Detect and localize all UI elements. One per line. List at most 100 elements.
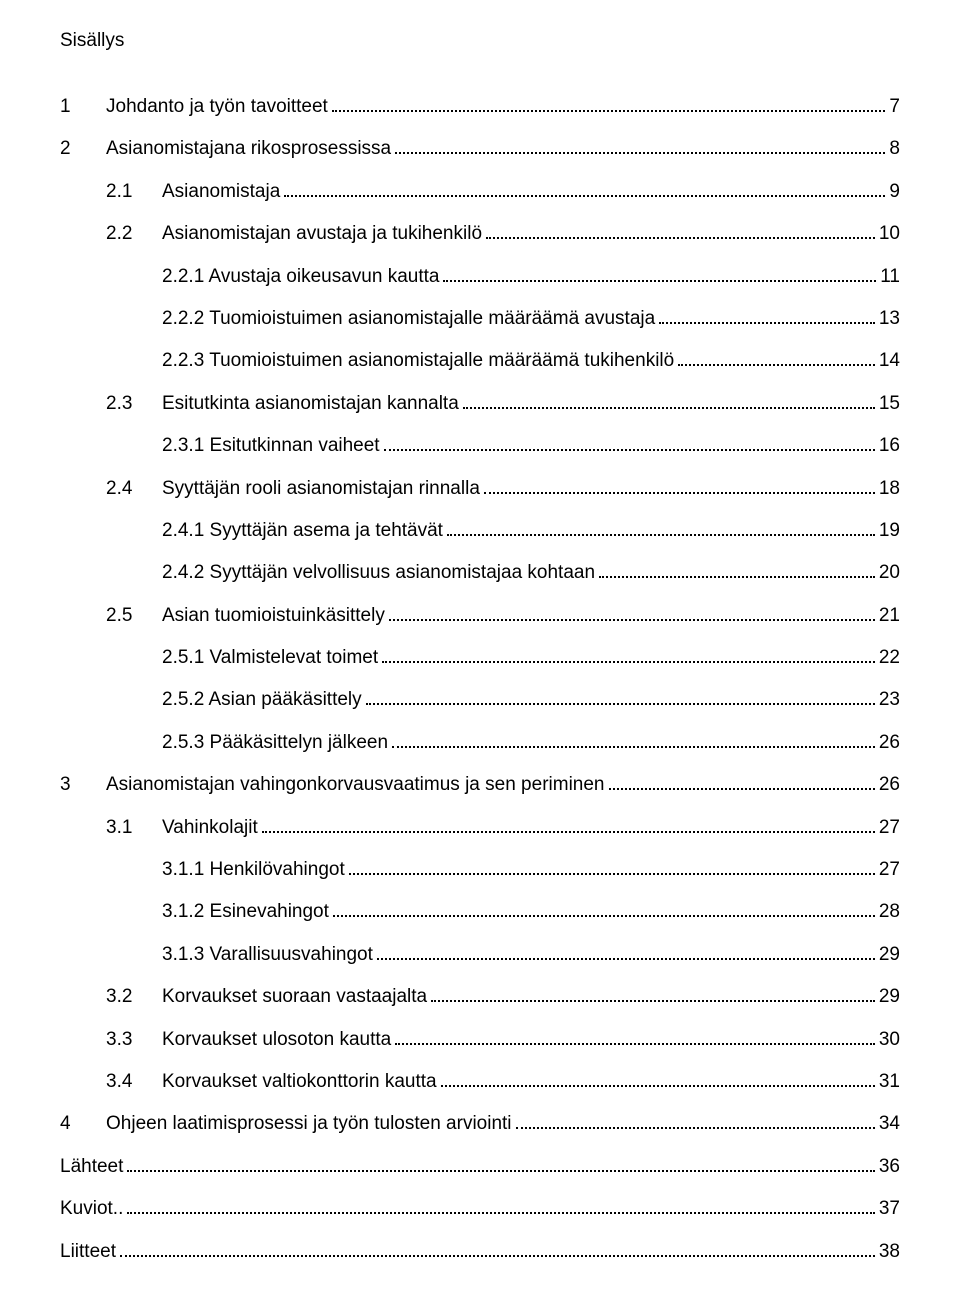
toc-entry-page: 18 [879,474,900,504]
toc-entry: 2.5.2 Asian pääkäsittely 23 [60,685,900,715]
toc-entry-number: 3.3 [106,1025,162,1055]
toc-leader-dots [389,602,875,621]
toc-entry-number: 3 [60,770,106,800]
toc-leader-dots [384,432,875,451]
toc-entry: 2.4Syyttäjän rooli asianomistajan rinnal… [60,474,900,504]
toc-entry-page: 10 [879,219,900,249]
toc-entry: Liitteet 38 [60,1237,900,1267]
toc-entry-page: 28 [879,897,900,927]
toc-entry-number: 2.5 [106,601,162,631]
toc-leader-dots [333,898,875,917]
toc-leader-dots [382,644,875,663]
toc-entry-page: 37 [879,1194,900,1224]
toc-entry-page: 31 [879,1067,900,1097]
toc-entry-title: Korvaukset ulosoton kautta [162,1025,391,1055]
toc-entry-title: Asianomistajana rikosprosessissa [106,134,391,164]
toc-leader-dots [463,390,875,409]
toc-entry-number: 1 [60,92,106,122]
toc-entry: 3.4Korvaukset valtiokonttorin kautta 31 [60,1067,900,1097]
toc-entry-number: 4 [60,1109,106,1139]
toc-leader-dots [659,305,875,324]
toc-entry-number: 3.2 [106,982,162,1012]
toc-entry: 2.5.3 Pääkäsittelyn jälkeen 26 [60,728,900,758]
toc-leader-dots [127,1153,874,1172]
toc-entry-page: 13 [879,304,900,334]
toc-leader-dots [516,1110,875,1129]
toc-leader-dots [484,474,875,493]
toc-leader-dots [441,1068,875,1087]
toc-entry: 2.4.1 Syyttäjän asema ja tehtävät19 [60,516,900,546]
toc-leader-dots [120,1237,875,1256]
toc-leader-dots [127,1195,874,1214]
toc-leader-dots [284,178,885,197]
toc-entry: 3.1.3 Varallisuusvahingot29 [60,940,900,970]
toc-entry-page: 38 [879,1237,900,1267]
toc-entry-title: 3.1.1 Henkilövahingot [162,855,345,885]
toc-entry: 3.1.2 Esinevahingot 28 [60,897,900,927]
toc-heading: Sisällys [60,30,900,52]
toc-entry-number: 3.4 [106,1067,162,1097]
toc-entry-number: 2.3 [106,389,162,419]
toc-entry-title: 2.4.1 Syyttäjän asema ja tehtävät [162,516,443,546]
toc-entry-page: 22 [879,643,900,673]
toc-entry: Lähteet 36 [60,1152,900,1182]
toc-entry-title: 2.2.1 Avustaja oikeusavun kautta [162,262,439,292]
toc-leader-dots [392,729,875,748]
toc-entry-page: 16 [879,431,900,461]
toc-entry-title: 2.5.2 Asian pääkäsittely [162,685,362,715]
toc-entry-number: 2.4 [106,474,162,504]
toc-entry-page: 29 [879,940,900,970]
toc-entry-title: Esitutkinta asianomistajan kannalta [162,389,459,419]
toc-entry-page: 7 [889,92,900,122]
toc-leader-dots [609,771,875,790]
toc-leader-dots [349,856,875,875]
toc-entry-number: 2.2 [106,219,162,249]
toc-entry-title: 2.5.1 Valmistelevat toimet [162,643,378,673]
toc-entry: 3.1Vahinkolajit27 [60,813,900,843]
toc-entry-page: 27 [879,855,900,885]
toc-entry-page: 26 [879,770,900,800]
toc-entry-title: 2.5.3 Pääkäsittelyn jälkeen [162,728,388,758]
toc-entry-title: Asianomistajan avustaja ja tukihenkilö [162,219,482,249]
toc-entry-page: 26 [879,728,900,758]
toc-entry-page: 20 [879,558,900,588]
toc-entry-number: 3.1 [106,813,162,843]
toc-entry-number: 2 [60,134,106,164]
toc-entry: 4Ohjeen laatimisprosessi ja työn tuloste… [60,1109,900,1139]
toc-leader-dots [678,347,875,366]
toc-leader-dots [447,517,875,536]
toc-leader-dots [599,559,875,578]
toc-entry: 2.3Esitutkinta asianomistajan kannalta15 [60,389,900,419]
toc-entry: 3.1.1 Henkilövahingot 27 [60,855,900,885]
toc-entry-title: Korvaukset valtiokonttorin kautta [162,1067,437,1097]
toc-entry-title: Lähteet [60,1152,123,1182]
toc-entry-page: 27 [879,813,900,843]
toc-entry: 2.5Asian tuomioistuinkäsittely21 [60,601,900,631]
toc-leader-dots [486,220,875,239]
toc-leader-dots [332,93,886,112]
toc-entry-page: 36 [879,1152,900,1182]
toc-entry-title: 3.1.2 Esinevahingot [162,897,329,927]
toc-entry-title: Ohjeen laatimisprosessi ja työn tulosten… [106,1109,512,1139]
toc-entry-page: 9 [889,177,900,207]
toc-entry: 3.2Korvaukset suoraan vastaajalta29 [60,982,900,1012]
toc-list: 1Johdanto ja työn tavoitteet72Asianomist… [60,92,900,1267]
toc-entry-title: Asianomistaja [162,177,280,207]
toc-entry-page: 8 [889,134,900,164]
toc-leader-dots [395,1026,875,1045]
toc-entry-title: Syyttäjän rooli asianomistajan rinnalla [162,474,480,504]
toc-leader-dots [262,814,875,833]
toc-leader-dots [395,135,885,154]
toc-entry-page: 30 [879,1025,900,1055]
toc-entry-title: 2.4.2 Syyttäjän velvollisuus asianomista… [162,558,595,588]
toc-entry-page: 23 [879,685,900,715]
toc-entry-title: Kuviot.. [60,1194,123,1224]
toc-entry: 2.4.2 Syyttäjän velvollisuus asianomista… [60,558,900,588]
toc-entry: 1Johdanto ja työn tavoitteet7 [60,92,900,122]
toc-entry: 2.1Asianomistaja9 [60,177,900,207]
toc-entry-title: Liitteet [60,1237,116,1267]
toc-entry-page: 21 [879,601,900,631]
toc-entry: 2.2.1 Avustaja oikeusavun kautta11 [60,262,900,292]
toc-entry-title: 2.3.1 Esitutkinnan vaiheet [162,431,380,461]
toc-entry-page: 14 [879,346,900,376]
